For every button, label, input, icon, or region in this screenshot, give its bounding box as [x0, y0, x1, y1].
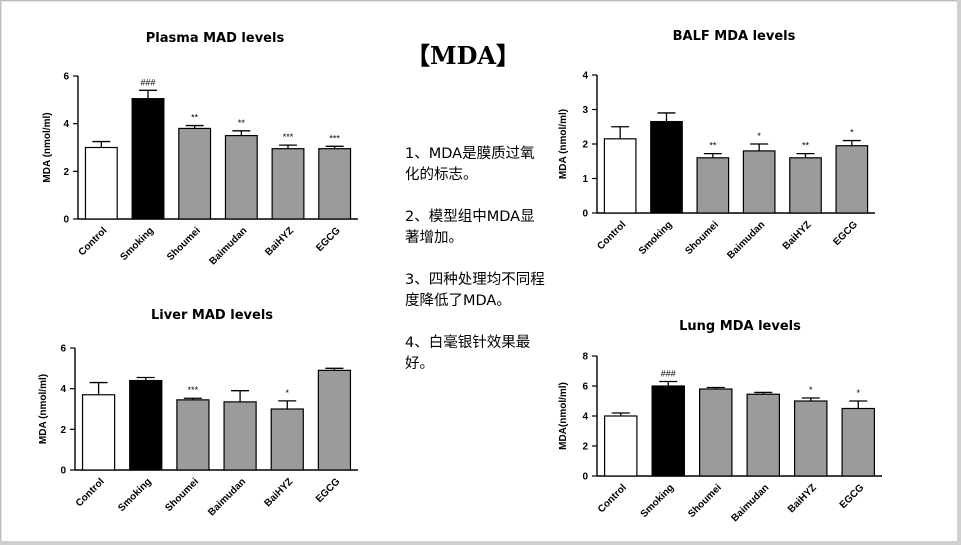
bar: [84, 146, 118, 220]
y-axis-label: MDA (nmol/ml): [42, 112, 53, 182]
y-tick-label: 4: [582, 71, 588, 82]
y-tick-label: 0: [582, 209, 588, 220]
y-tick-label: 0: [582, 472, 588, 483]
chart-title: Lung MDA levels: [679, 319, 801, 334]
bar: [835, 145, 869, 214]
note-4: 4、白毫银针效果最好。: [405, 335, 531, 372]
y-tick-label: 2: [60, 425, 66, 436]
chart-title: Liver MAD levels: [151, 308, 273, 323]
bar: [651, 385, 685, 477]
category-label: EGCG: [838, 482, 867, 511]
slide-shadow-bottom: [0, 541, 961, 545]
bar: [176, 399, 210, 471]
y-tick-label: 0: [60, 466, 66, 477]
y-tick-label: 2: [63, 167, 69, 178]
y-tick-label: 2: [582, 442, 588, 453]
bar: [271, 148, 305, 220]
significance-label: *: [285, 388, 289, 398]
bar: [318, 148, 352, 220]
significance-label: *: [809, 385, 813, 395]
slide-shadow-right: [957, 0, 961, 545]
bar: [270, 408, 304, 471]
note-2: 2、模型组中MDA显著增加。: [405, 209, 535, 246]
y-tick-label: 0: [63, 215, 69, 226]
y-tick-label: 6: [582, 382, 588, 393]
y-tick-label: 2: [582, 140, 588, 151]
significance-label: *: [850, 128, 854, 138]
significance-label: ***: [329, 133, 340, 143]
y-axis-label: MDA(nmol/ml): [558, 382, 569, 450]
significance-label: ***: [188, 385, 199, 395]
significance-label: ***: [283, 132, 294, 142]
significance-label: *: [757, 131, 761, 141]
bar: [129, 379, 163, 471]
notes-panel: 1、MDA是膜质过氧化的标志。 2、模型组中MDA显著增加。 3、四种处理均不同…: [405, 144, 545, 396]
bar: [603, 415, 638, 477]
bar: [650, 120, 683, 214]
y-tick-label: 1: [582, 174, 588, 185]
y-tick-label: 6: [60, 344, 66, 355]
note-1: 1、MDA是膜质过氧化的标志。: [405, 146, 535, 183]
category-label: BaiHYZ: [786, 482, 819, 515]
category-label: Shoumei: [686, 482, 724, 520]
bar: [81, 394, 116, 471]
chart-title: BALF MDA levels: [673, 29, 796, 44]
bar: [603, 138, 637, 214]
y-tick-label: 4: [582, 412, 588, 423]
bar: [746, 393, 780, 477]
y-tick-label: 4: [63, 119, 69, 130]
significance-label: ###: [661, 369, 676, 379]
significance-label: **: [191, 113, 199, 123]
y-axis-label: MDA (nmol/ml): [38, 374, 49, 444]
category-label: Control: [596, 482, 629, 515]
significance-label: *: [856, 388, 860, 398]
category-label: Baimudan: [729, 482, 771, 524]
category-label: Smoking: [639, 482, 677, 520]
bar: [841, 407, 875, 477]
bar: [793, 400, 828, 477]
y-tick-label: 8: [582, 352, 588, 363]
y-tick-label: 4: [60, 384, 66, 395]
significance-label: **: [238, 118, 246, 128]
bar: [317, 369, 352, 471]
significance-label: ###: [140, 77, 155, 87]
chart-title: Plasma MAD levels: [146, 31, 285, 46]
significance-label: **: [709, 141, 717, 151]
y-tick-label: 3: [582, 105, 588, 116]
bar: [223, 401, 257, 471]
bar: [742, 150, 776, 214]
slide-heading: 【MDA】: [406, 41, 520, 70]
y-axis-label: MDA (nmol/ml): [558, 109, 569, 179]
bar: [698, 388, 733, 477]
note-3: 3、四种处理均不同程度降低了MDA。: [405, 272, 545, 309]
y-tick-label: 6: [63, 72, 69, 83]
significance-label: **: [802, 141, 810, 151]
